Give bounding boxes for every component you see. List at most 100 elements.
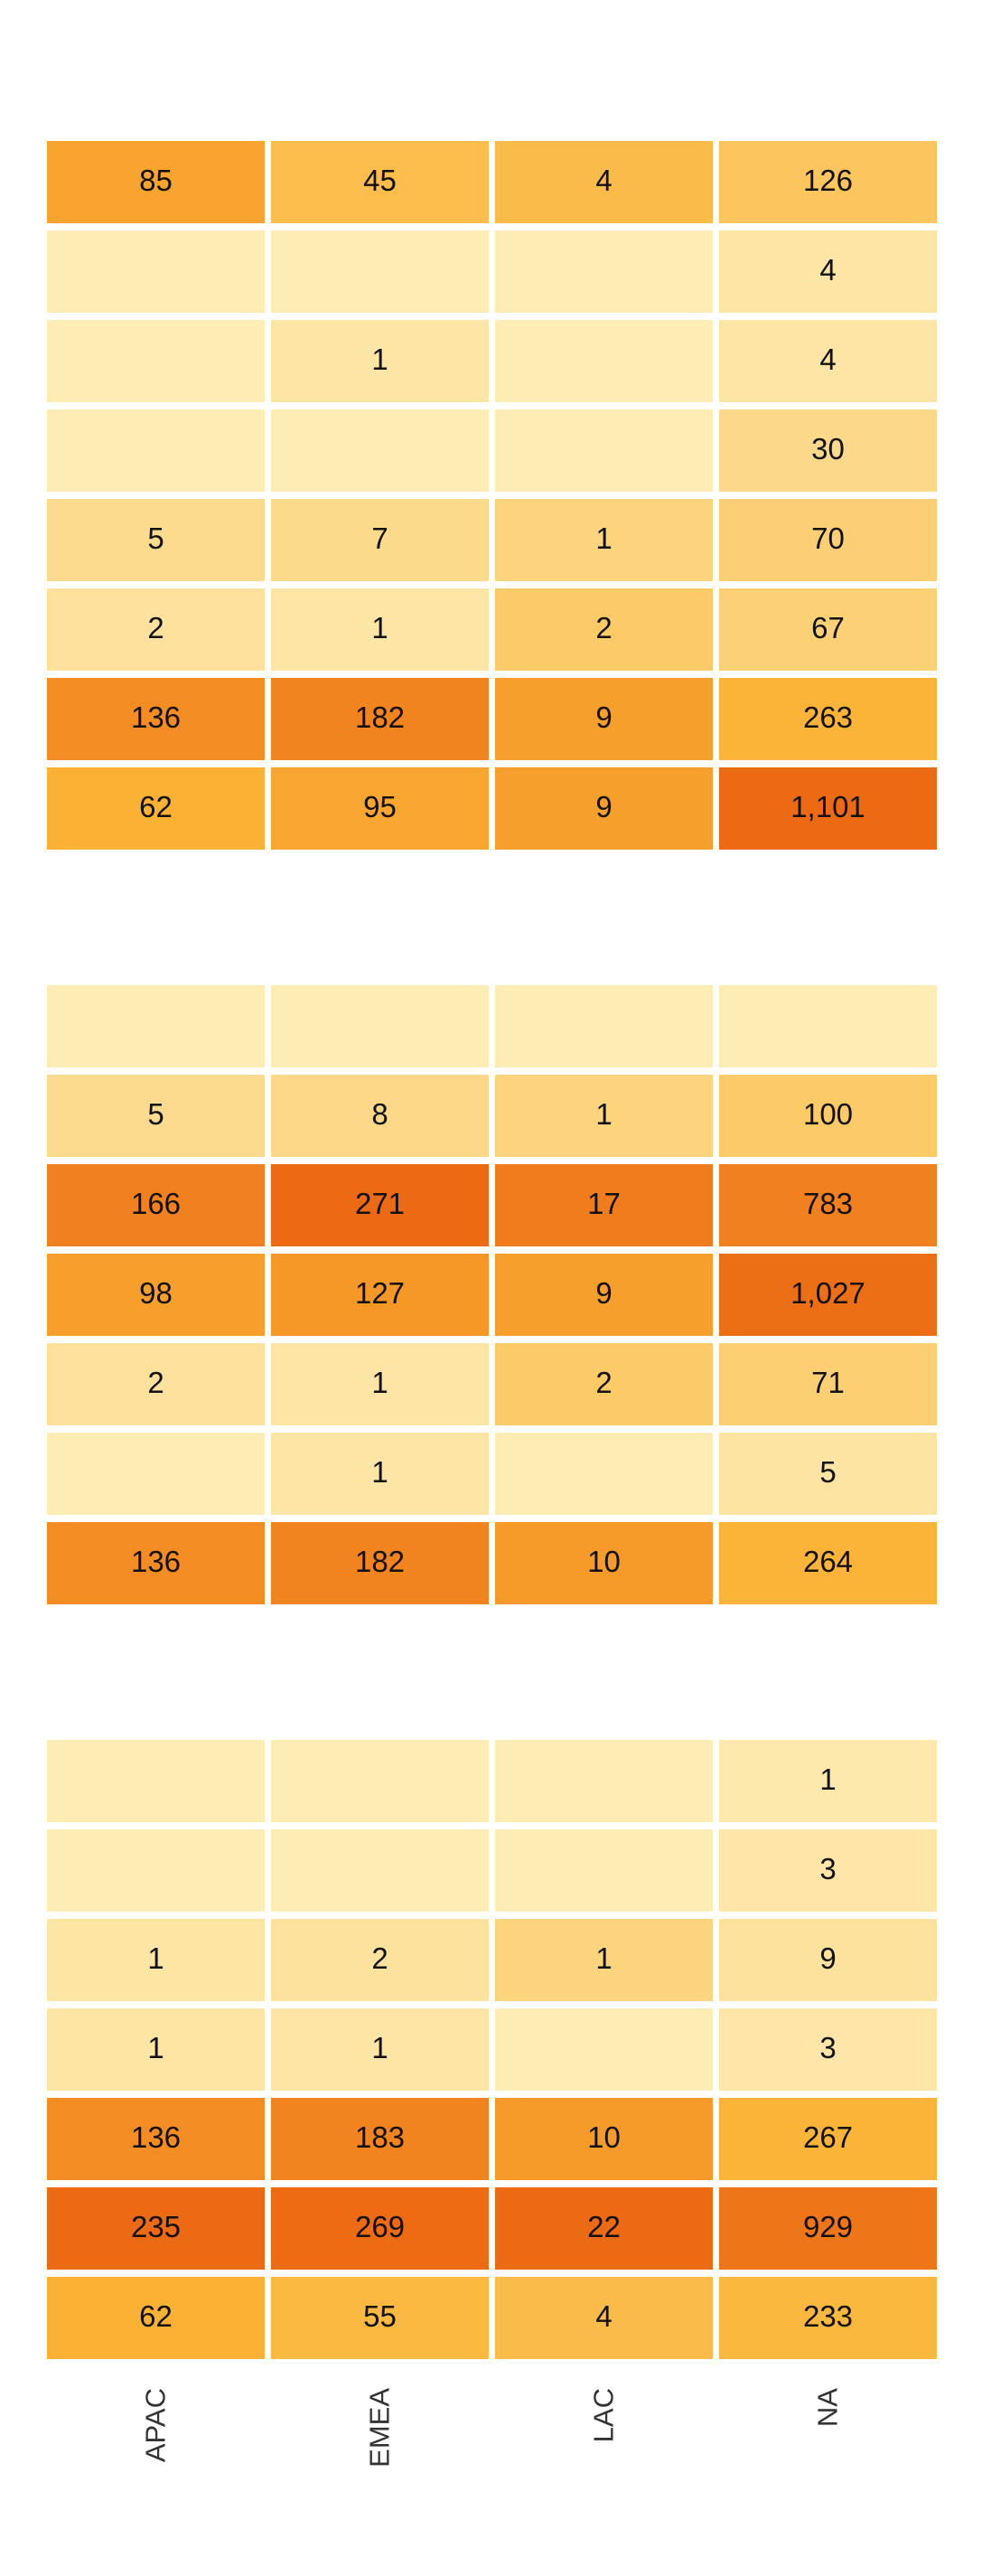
heatmap-cell xyxy=(719,1829,937,1912)
heatmap-cell xyxy=(495,1522,713,1604)
heatmap-cell xyxy=(271,1254,489,1336)
heatmap-cell xyxy=(47,2187,265,2270)
heatmap-cell xyxy=(495,1075,713,1157)
cell-value-label: 4 xyxy=(819,343,836,376)
heatmap-cell xyxy=(271,1829,489,1912)
heatmap-cell xyxy=(495,1343,713,1425)
heatmap-cell xyxy=(719,1254,937,1336)
heatmap-cell xyxy=(495,767,713,850)
cell-value-label: 126 xyxy=(803,164,853,197)
heatmap-cell xyxy=(271,1075,489,1157)
cell-value-label: 5 xyxy=(819,1455,836,1489)
cell-value-label: 1 xyxy=(147,2031,164,2064)
heatmap-cell xyxy=(719,767,937,850)
heatmap-cell xyxy=(47,1343,265,1425)
cell-value-label: 1 xyxy=(819,1763,836,1796)
heatmap-cell xyxy=(495,2008,713,2091)
heatmap-cell xyxy=(47,1919,265,2001)
cell-value-label: 4 xyxy=(819,253,836,287)
heatmap-cell xyxy=(271,1343,489,1425)
heatmap-cell xyxy=(271,230,489,313)
heatmap-cell xyxy=(47,1254,265,1336)
heatmap-cell xyxy=(719,678,937,760)
heatmap-cell xyxy=(271,2008,489,2091)
cell-value-label: 17 xyxy=(587,1187,621,1220)
cell-value-label: 136 xyxy=(131,2120,181,2154)
cell-value-label: 2 xyxy=(595,1366,612,1399)
cell-value-label: 263 xyxy=(803,700,853,734)
heatmap-cell xyxy=(271,1164,489,1246)
cell-value-label: 182 xyxy=(355,700,405,734)
heatmap-cell xyxy=(495,588,713,671)
heatmap-cell xyxy=(271,678,489,760)
heatmap-cell xyxy=(47,588,265,671)
heatmap-cell xyxy=(495,1919,713,2001)
cell-value-label: 62 xyxy=(139,790,173,823)
heatmap-cell xyxy=(47,1522,265,1604)
x-axis-tick-label: APAC xyxy=(140,2388,172,2462)
heatmap-cell xyxy=(271,2098,489,2180)
heatmap-cell xyxy=(47,1433,265,1515)
heatmap-cell xyxy=(495,1829,713,1912)
cell-value-label: 1,027 xyxy=(790,1276,865,1310)
heatmap-cell xyxy=(47,499,265,581)
heatmap-cell xyxy=(495,1740,713,1822)
heatmap-cell xyxy=(719,230,937,313)
cell-value-label: 10 xyxy=(587,1545,621,1578)
cell-value-label: 929 xyxy=(803,2210,853,2243)
cell-value-label: 22 xyxy=(587,2210,621,2243)
cell-value-label: 55 xyxy=(363,2299,397,2333)
cell-value-label: 70 xyxy=(811,522,845,555)
cell-value-label: 2 xyxy=(595,611,612,644)
heatmap-cell xyxy=(495,141,713,223)
heatmap-cell xyxy=(719,1433,937,1515)
cell-value-label: 136 xyxy=(131,700,181,734)
heatmap-cell xyxy=(271,767,489,850)
cell-value-label: 1 xyxy=(371,1455,388,1489)
cell-value-label: 1 xyxy=(371,1366,388,1399)
heatmap-cell xyxy=(47,409,265,492)
heatmap-cell xyxy=(719,1164,937,1246)
heatmap-cell xyxy=(271,588,489,671)
heatmap-cell xyxy=(271,985,489,1067)
heatmap-cell xyxy=(495,499,713,581)
cell-value-label: 2 xyxy=(371,1941,388,1975)
heatmap-cell xyxy=(271,1919,489,2001)
cell-value-label: 1 xyxy=(595,1097,612,1131)
heatmap-cell xyxy=(47,767,265,850)
cell-value-label: 166 xyxy=(131,1187,181,1220)
cell-value-label: 2 xyxy=(147,1366,164,1399)
cell-value-label: 85 xyxy=(139,164,173,197)
cell-value-label: 9 xyxy=(819,1941,836,1975)
heatmap-cell xyxy=(495,678,713,760)
cell-value-label: 1 xyxy=(371,611,388,644)
heatmap-cell xyxy=(719,2008,937,2091)
heatmap-cell xyxy=(495,230,713,313)
cell-value-label: 7 xyxy=(371,522,388,555)
heatmap-cell xyxy=(47,1829,265,1912)
heatmap-cell xyxy=(47,1164,265,1246)
heatmap-cell xyxy=(495,409,713,492)
heatmap-cell xyxy=(271,320,489,402)
cell-value-label: 2 xyxy=(147,611,164,644)
heatmap-cell xyxy=(47,141,265,223)
cell-value-label: 1 xyxy=(595,1941,612,1975)
heatmap-cell xyxy=(47,2277,265,2359)
cell-value-label: 71 xyxy=(811,1366,845,1399)
heatmap-cell xyxy=(495,1254,713,1336)
heatmap-cell xyxy=(719,1740,937,1822)
heatmap-cell xyxy=(719,2187,937,2270)
heatmap-cell xyxy=(47,320,265,402)
heatmap-cell xyxy=(271,2187,489,2270)
cell-value-label: 136 xyxy=(131,1545,181,1578)
cell-value-label: 9 xyxy=(595,790,612,823)
heatmap-cell xyxy=(495,320,713,402)
heatmap-cell xyxy=(271,1522,489,1604)
cell-value-label: 3 xyxy=(819,2031,836,2064)
heatmap-cell xyxy=(271,141,489,223)
heatmap-cell xyxy=(719,320,937,402)
heatmap-cell xyxy=(271,409,489,492)
cell-value-label: 1 xyxy=(371,343,388,376)
